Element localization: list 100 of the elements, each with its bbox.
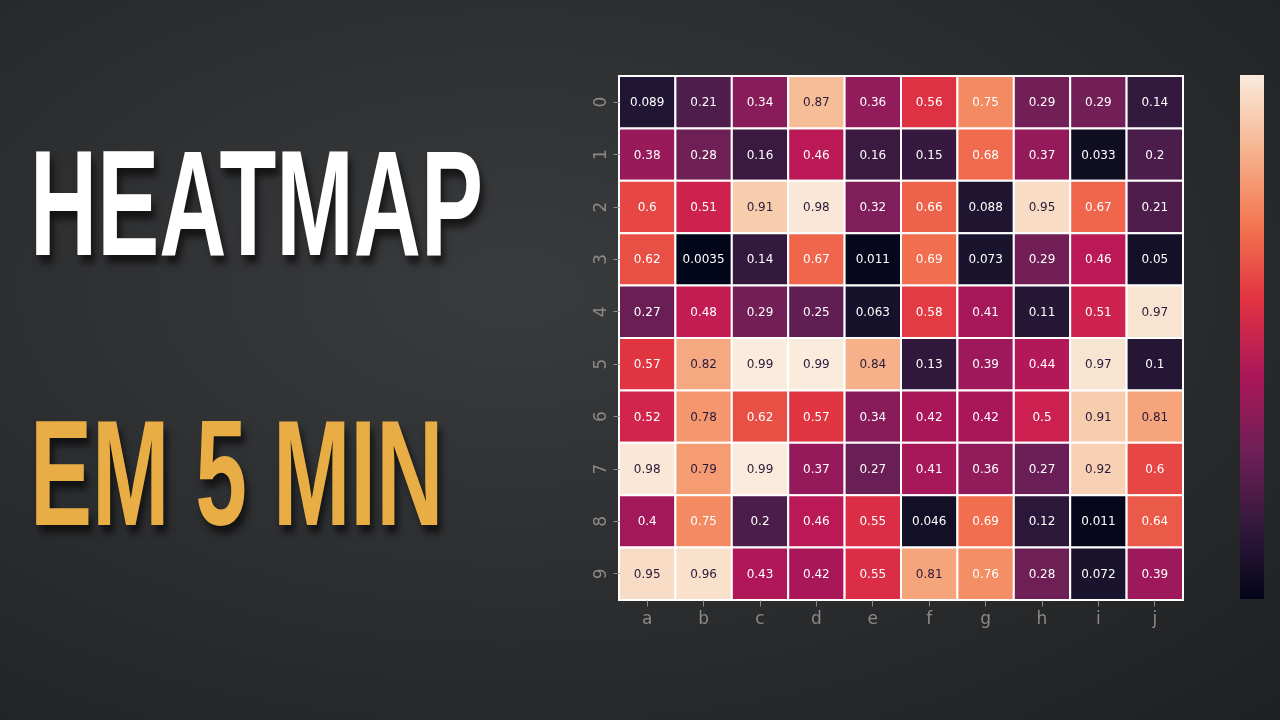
data-label: 0.38 xyxy=(633,147,661,162)
data-label: 0.39 xyxy=(972,357,999,372)
x-tick-label: g xyxy=(980,607,991,628)
data-label: 0.67 xyxy=(803,252,830,267)
data-label: 0.13 xyxy=(915,357,943,372)
data-label: 0.87 xyxy=(803,95,830,110)
data-label: 0.2 xyxy=(750,514,770,529)
data-label: 0.6 xyxy=(637,200,657,214)
y-tick-label: 5 xyxy=(589,358,610,370)
data-label: 0.62 xyxy=(633,252,661,267)
data-label: 0.32 xyxy=(859,200,887,214)
x-tick-label: c xyxy=(755,607,765,628)
y-tick-label: 1 xyxy=(589,149,610,161)
data-label: 0.78 xyxy=(690,409,717,424)
data-label: 0.42 xyxy=(915,409,943,424)
x-tick-label: d xyxy=(811,607,822,628)
data-label: 0.46 xyxy=(803,514,830,529)
x-tick-label: j xyxy=(1151,607,1158,628)
data-label: 0.36 xyxy=(859,95,887,110)
data-label: 0.27 xyxy=(633,304,661,319)
data-label: 0.46 xyxy=(803,147,830,162)
x-tick-label: f xyxy=(926,607,934,628)
data-label: 0.98 xyxy=(803,200,830,214)
data-label: 0.25 xyxy=(803,304,830,319)
y-tick-label: 4 xyxy=(589,306,610,318)
data-label: 0.2 xyxy=(1145,147,1165,162)
text: EM 5 MIN xyxy=(30,389,444,557)
data-label: 0.41 xyxy=(972,304,999,319)
data-label: 0.51 xyxy=(690,200,717,214)
data-label: 0.51 xyxy=(1085,304,1112,319)
data-label: 0.39 xyxy=(1141,566,1169,581)
data-label: 0.76 xyxy=(972,566,999,581)
y-tick-label: 8 xyxy=(589,515,610,527)
data-label: 0.05 xyxy=(1141,252,1169,267)
data-label: 0.41 xyxy=(915,462,943,476)
data-label: 0.16 xyxy=(746,147,774,162)
data-label: 0.48 xyxy=(690,304,717,319)
data-label: 0.28 xyxy=(690,147,717,162)
data-label: 0.57 xyxy=(803,409,830,424)
data-label: 0.5 xyxy=(1032,409,1052,424)
data-label: 0.29 xyxy=(1028,95,1056,110)
data-label: 0.97 xyxy=(1085,357,1112,372)
data-label: 0.29 xyxy=(1028,252,1056,267)
data-label: 0.99 xyxy=(746,357,774,372)
data-label: 0.75 xyxy=(972,95,999,110)
data-label: 0.84 xyxy=(859,357,887,372)
data-label: 0.37 xyxy=(803,462,830,476)
y-tick-label: 2 xyxy=(589,201,610,213)
y-tick-label: 7 xyxy=(589,463,610,475)
data-label: 0.99 xyxy=(746,462,774,476)
data-label: 0.67 xyxy=(1085,200,1112,214)
data-label: 0.37 xyxy=(1028,147,1056,162)
data-label: 0.56 xyxy=(915,95,943,110)
data-label: 0.62 xyxy=(746,409,774,424)
data-label: 0.98 xyxy=(633,462,661,476)
data-label: 0.75 xyxy=(690,514,717,529)
y-tick-label: 6 xyxy=(589,411,610,423)
data-label: 0.28 xyxy=(1028,566,1056,581)
data-label: 0.063 xyxy=(855,304,890,319)
data-label: 0.34 xyxy=(746,95,774,110)
x-tick-label: b xyxy=(698,607,709,628)
data-label: 0.43 xyxy=(746,566,774,581)
data-label: 0.073 xyxy=(968,252,1003,267)
data-label: 0.11 xyxy=(1028,304,1056,319)
y-tick-label: 0 xyxy=(589,96,610,108)
data-label: 0.66 xyxy=(915,200,943,214)
data-label: 0.57 xyxy=(633,357,661,372)
data-label: 0.34 xyxy=(859,409,887,424)
x-tick-label: h xyxy=(1036,607,1048,628)
data-label: 0.52 xyxy=(633,409,661,424)
data-label: 0.046 xyxy=(912,514,947,529)
data-label: 0.15 xyxy=(915,147,943,162)
data-label: 0.91 xyxy=(746,200,774,214)
data-label: 0.29 xyxy=(1085,95,1112,110)
data-label: 0.44 xyxy=(1028,357,1056,372)
data-label: 0.21 xyxy=(690,95,717,110)
data-label: 0.95 xyxy=(633,566,661,581)
data-label: 0.1 xyxy=(1145,357,1165,372)
chart-title: HEATMAP xyxy=(30,119,483,287)
data-label: 0.92 xyxy=(1085,462,1112,476)
data-label: 0.91 xyxy=(1085,409,1112,424)
data-label: 0.64 xyxy=(1141,514,1169,529)
data-label: 0.97 xyxy=(1141,304,1169,319)
data-label: 0.81 xyxy=(1141,409,1169,424)
data-label: 0.27 xyxy=(1028,462,1056,476)
data-label: 0.011 xyxy=(1081,514,1116,529)
data-label: 0.69 xyxy=(915,252,943,267)
data-label: 0.0035 xyxy=(682,252,725,267)
data-label: 0.011 xyxy=(855,252,890,267)
data-label: 0.69 xyxy=(972,514,999,529)
y-tick-label: 3 xyxy=(589,253,610,265)
data-label: 0.27 xyxy=(859,462,887,476)
data-label: 0.42 xyxy=(972,409,999,424)
data-label: 0.072 xyxy=(1081,566,1116,581)
data-label: 0.81 xyxy=(915,566,943,581)
data-label: 0.42 xyxy=(803,566,830,581)
data-label: 0.79 xyxy=(690,462,717,476)
data-label: 0.99 xyxy=(803,357,830,372)
y-tick-label: 9 xyxy=(589,568,610,580)
data-label: 0.82 xyxy=(690,357,717,372)
